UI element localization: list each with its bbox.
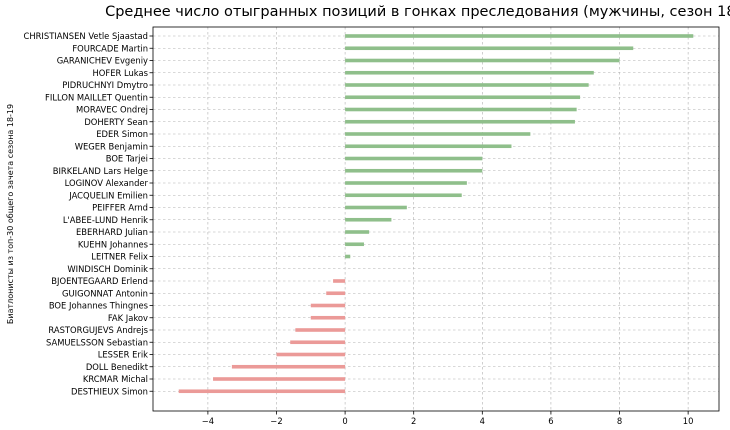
bar-27 (231, 364, 346, 369)
category-label-22: BOE Johannes Thingnes (49, 301, 148, 311)
bar-21 (326, 291, 346, 296)
x-tick-label-2: 0 (342, 416, 347, 426)
bar-22 (310, 303, 346, 308)
bar-24 (295, 328, 346, 332)
category-label-12: LOGINOV Alexander (65, 178, 149, 188)
bar-10 (345, 156, 483, 161)
bar-17 (345, 242, 364, 247)
category-label-21: GUIGONNAT Antonin (62, 288, 148, 298)
bar-29 (178, 389, 346, 394)
category-label-2: GARANICHEV Evgeniy (57, 56, 148, 66)
bar-13 (345, 193, 462, 198)
category-labels: CHRISTIANSEN Vetle Sjaastad FOURCADE Mart… (23, 31, 148, 396)
bar-0 (345, 34, 694, 38)
bar-15 (345, 217, 392, 222)
bars-layer (178, 34, 694, 394)
category-label-15: L'ABEE-LUND Henrik (63, 215, 148, 225)
bar-2 (345, 58, 620, 63)
bar-18 (345, 254, 351, 259)
y-axis-label: Биатлонисты из топ-30 общего зачета сезо… (6, 104, 15, 324)
category-label-9: WEGER Benjamin (75, 141, 148, 151)
category-label-4: PIDRUCHNYI Dmytro (62, 80, 148, 90)
x-tick-label-5: 6 (548, 416, 553, 426)
bar-3 (345, 70, 594, 75)
bar-28 (213, 377, 346, 381)
bar-16 (345, 230, 370, 234)
category-label-16: EBERHARD Julian (76, 227, 148, 237)
category-label-17: KUEHN Johannes (78, 239, 148, 249)
bar-5 (345, 95, 581, 100)
category-label-0: CHRISTIANSEN Vetle Sjaastad (23, 31, 148, 41)
category-label-26: LESSER Erik (98, 350, 148, 360)
category-label-10: BOE Tarjei (106, 154, 148, 164)
bar-14 (345, 205, 407, 210)
x-tick-label-7: 10 (683, 416, 694, 426)
category-label-11: BIRKELAND Lars Helge (53, 166, 148, 176)
bar-7 (345, 119, 575, 124)
x-tick-label-1: −2 (270, 416, 282, 426)
x-tick-label-4: 4 (480, 416, 485, 426)
category-label-28: KRCMAR Michal (83, 374, 148, 384)
bar-8 (345, 132, 531, 136)
bar-12 (345, 181, 467, 185)
category-label-23: FAK Jakov (108, 313, 148, 323)
category-label-18: LEITNER Felix (91, 252, 148, 262)
category-label-13: JACQUELIN Emilien (68, 190, 148, 200)
bar-1 (345, 46, 634, 51)
category-label-25: SAMUELSSON Sebastian (46, 337, 148, 347)
category-label-24: RASTORGUJEVS Andrejs (48, 325, 148, 335)
x-tick-label-6: 8 (617, 416, 622, 426)
bar-9 (345, 144, 512, 149)
bar-6 (345, 107, 577, 112)
bar-26 (276, 352, 346, 357)
category-label-1: FOURCADE Martin (72, 43, 148, 53)
bar-4 (345, 83, 589, 87)
category-label-19: WINDISCH Dominik (67, 264, 148, 274)
bar-25 (290, 340, 346, 345)
plot-frame (152, 26, 720, 412)
category-label-29: DESTHIEUX Simon (71, 386, 148, 396)
category-label-27: DOLL Benedikt (86, 362, 149, 372)
category-label-14: PEIFFER Arnd (92, 203, 148, 213)
bar-23 (310, 315, 346, 320)
bar-11 (345, 168, 483, 173)
x-tick-label-3: 2 (411, 416, 416, 426)
x-axis-ticks: −4 −2 0 2 4 6 8 10 (149, 35, 694, 426)
x-tick-label-0: −4 (202, 416, 214, 426)
category-label-8: EDER Simon (96, 129, 148, 139)
category-label-7: DOHERTY Sean (84, 117, 148, 127)
category-label-3: HOFER Lukas (92, 68, 148, 78)
chart-title: Среднее число отыгранных позиций в гонка… (105, 4, 730, 20)
category-label-20: BJOENTEGAARD Erlend (51, 276, 148, 286)
bar-20 (333, 279, 346, 283)
category-label-6: MORAVEC Ondrej (76, 105, 148, 115)
category-label-5: FILLON MAILLET Quentin (45, 92, 148, 102)
